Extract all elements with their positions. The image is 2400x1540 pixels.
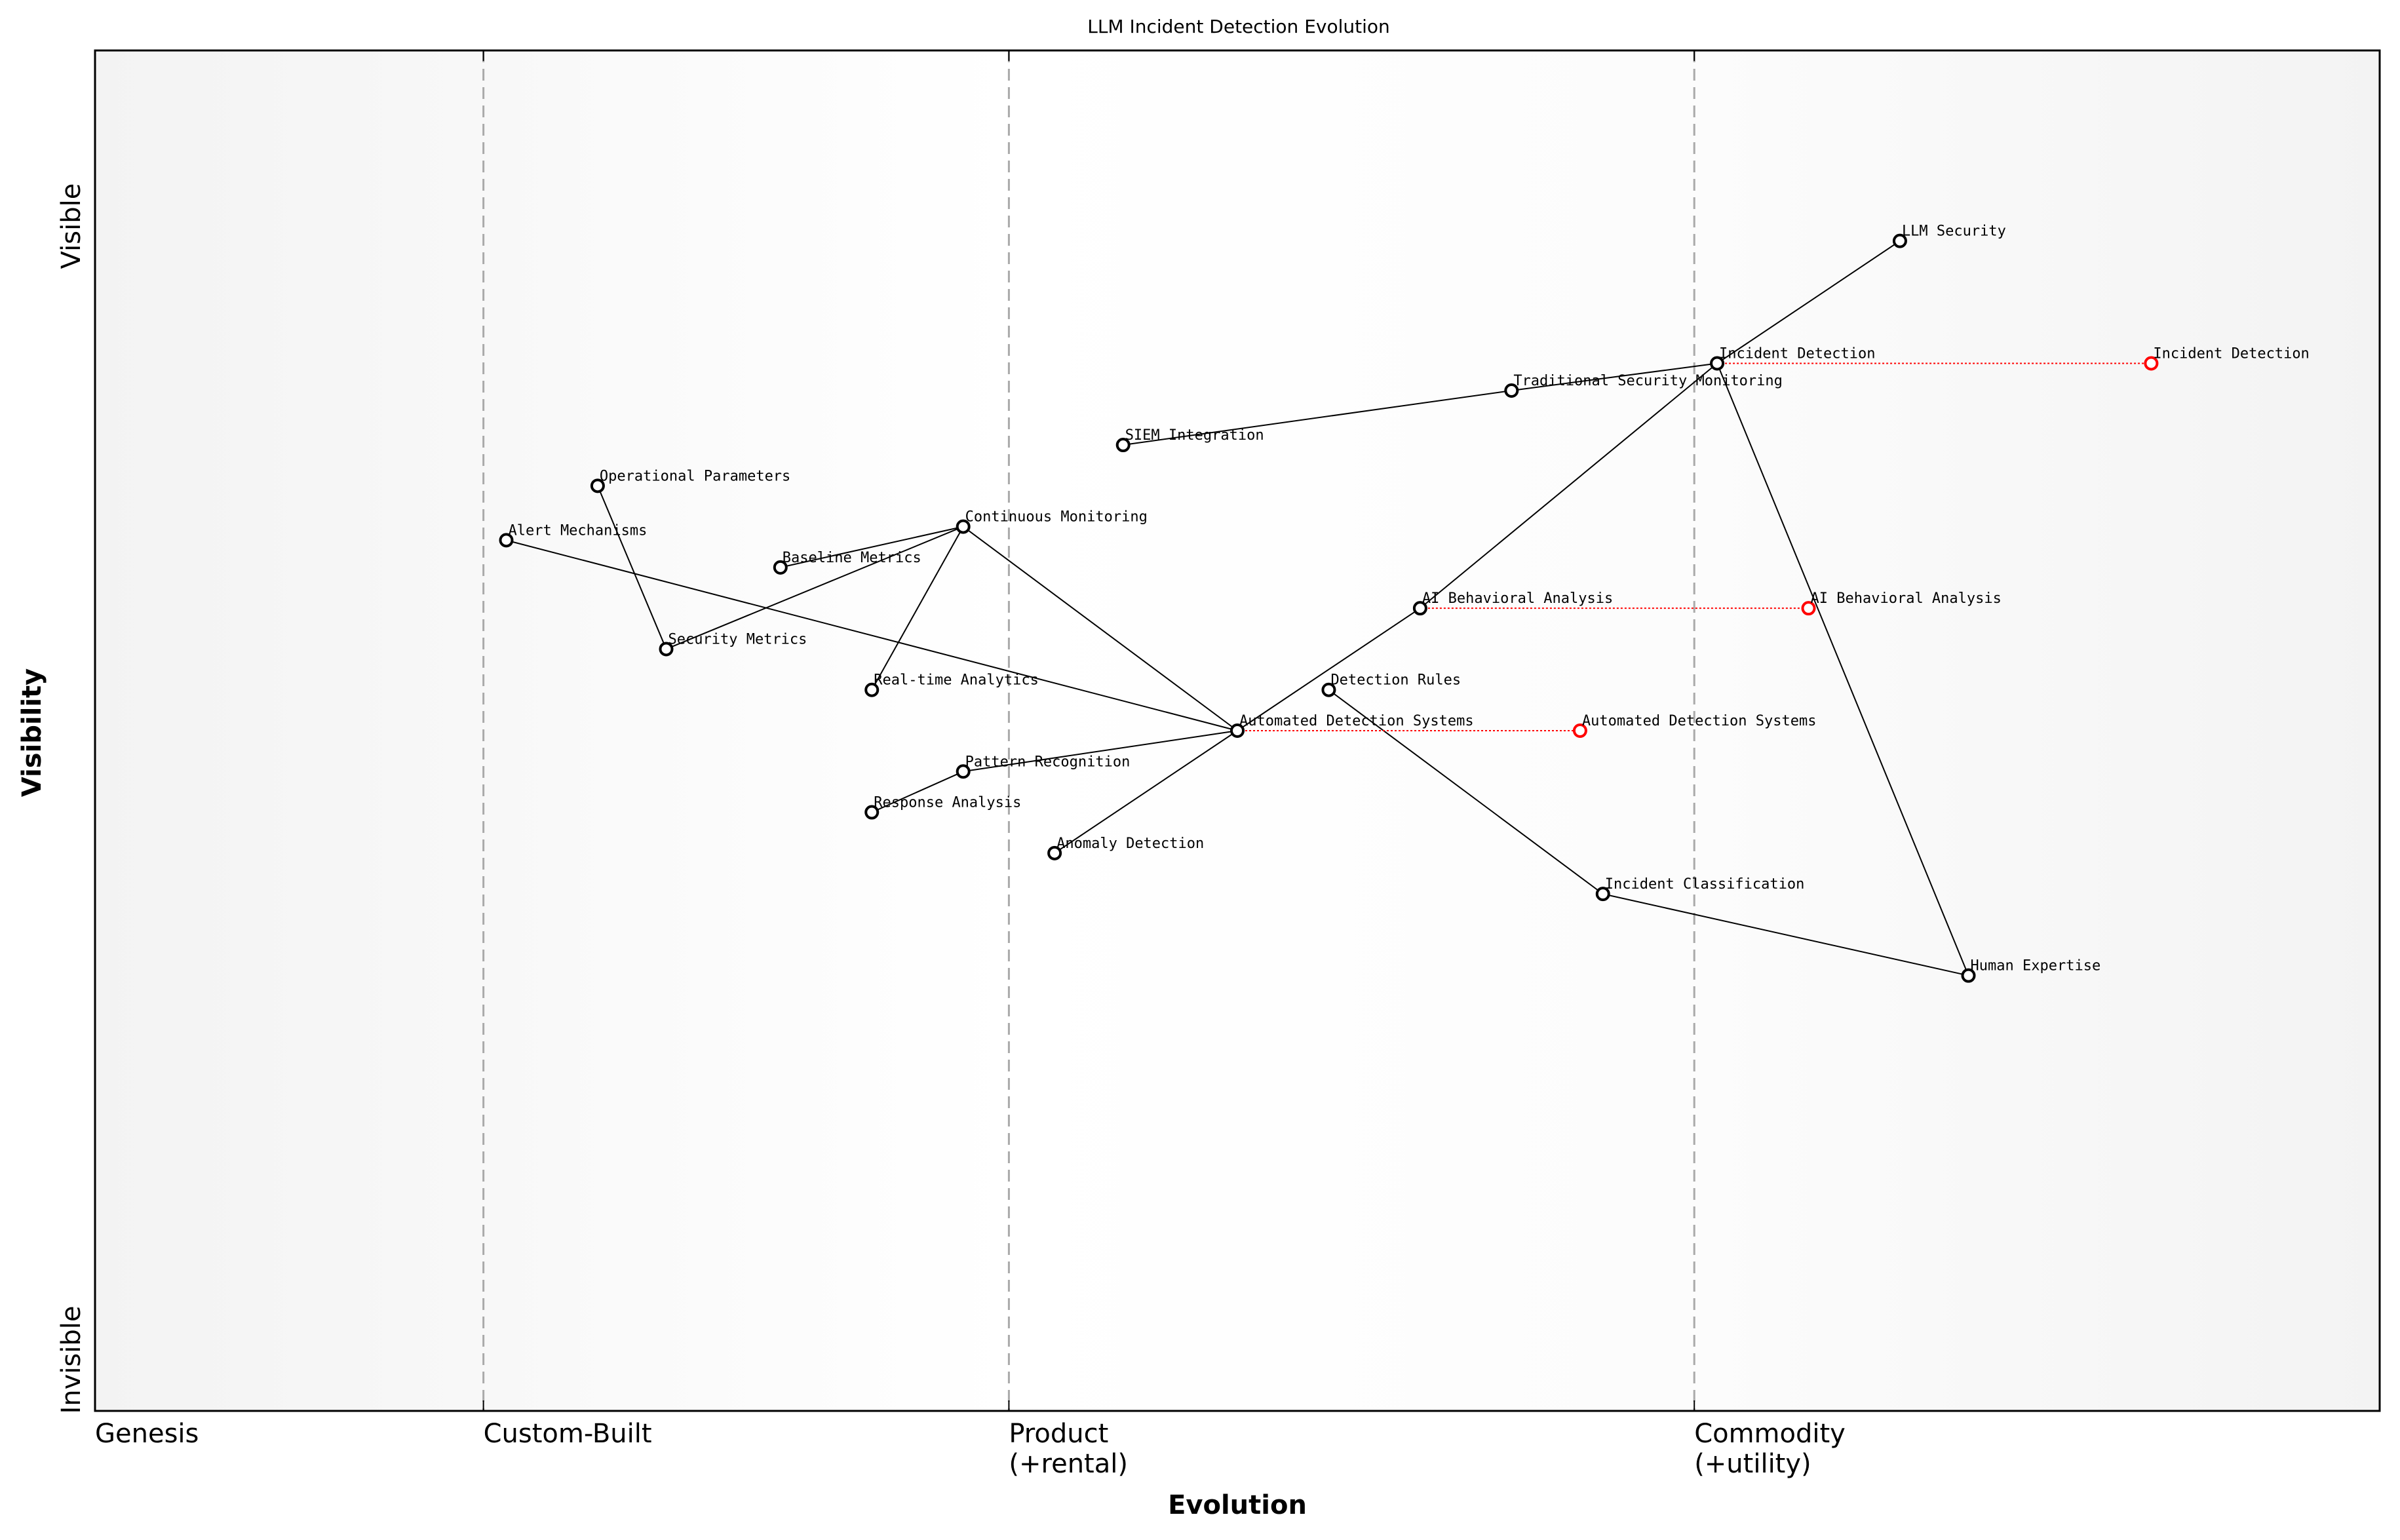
- evolved-component-label: Incident Detection: [2153, 345, 2309, 362]
- component-label: Traditional Security Monitoring: [1513, 373, 1783, 389]
- component-marker[interactable]: [773, 560, 788, 575]
- dependency-link: [1716, 240, 1901, 364]
- component-label: SIEM Integration: [1125, 427, 1264, 444]
- component-marker[interactable]: [864, 682, 880, 697]
- x-axis-title: Evolution: [1168, 1490, 1307, 1520]
- dependency-link: [1602, 893, 1969, 976]
- dependency-link: [1123, 390, 1512, 446]
- evolved-component-marker[interactable]: [2144, 356, 2159, 371]
- component-marker[interactable]: [956, 519, 971, 534]
- dependency-link: [871, 526, 964, 691]
- component-label: Alert Mechanisms: [508, 522, 647, 539]
- dependency-link: [666, 526, 964, 650]
- component-marker[interactable]: [1504, 383, 1519, 398]
- dependency-link: [1237, 607, 1421, 731]
- y-tick-invisible: Invisible: [56, 1306, 87, 1414]
- component-marker[interactable]: [659, 642, 674, 657]
- y-tick-visible: Visible: [56, 183, 87, 269]
- component-marker[interactable]: [956, 764, 971, 779]
- component-marker[interactable]: [1412, 601, 1427, 616]
- chart-title: LLM Incident Detection Evolution: [1087, 16, 1390, 37]
- dependency-link: [1328, 689, 1604, 895]
- component-label: Incident Classification: [1605, 876, 1805, 893]
- component-label: Security Metrics: [668, 631, 807, 647]
- dependency-link: [1511, 362, 1718, 391]
- component-label: Operational Parameters: [600, 468, 790, 484]
- dependency-link: [963, 526, 1238, 731]
- component-label: Incident Detection: [1719, 345, 1875, 362]
- component-marker[interactable]: [1230, 723, 1245, 738]
- component-marker[interactable]: [1321, 682, 1336, 697]
- x-tick-label: Commodity (+utility): [1694, 1419, 1846, 1479]
- component-label: Anomaly Detection: [1056, 836, 1204, 852]
- component-label: Automated Detection Systems: [1239, 713, 1474, 729]
- dependency-link: [871, 771, 964, 813]
- x-tick-label: Product (+rental): [1009, 1419, 1128, 1479]
- component-marker[interactable]: [590, 478, 605, 493]
- component-marker[interactable]: [1961, 968, 1976, 983]
- component-label: Detection Rules: [1330, 672, 1461, 689]
- dependency-link: [1716, 363, 1969, 976]
- evolved-component-marker[interactable]: [1801, 601, 1816, 616]
- x-tick-label: Genesis: [95, 1419, 199, 1449]
- component-marker[interactable]: [864, 805, 880, 820]
- component-label: Pattern Recognition: [965, 754, 1131, 770]
- component-marker[interactable]: [1892, 233, 1907, 248]
- y-axis-title: Visibility: [17, 668, 47, 797]
- dependency-link: [780, 526, 963, 568]
- dependency-link: [1054, 730, 1238, 854]
- evolved-component-label: AI Behavioral Analysis: [1811, 590, 2002, 607]
- plot-frame: [94, 49, 2381, 1412]
- component-marker[interactable]: [1595, 887, 1610, 902]
- component-label: AI Behavioral Analysis: [1422, 590, 1613, 607]
- dependency-link: [596, 485, 667, 649]
- dependency-link: [1420, 362, 1718, 609]
- component-label: LLM Security: [1902, 223, 2006, 240]
- component-label: Baseline Metrics: [783, 550, 921, 566]
- component-label: Real-time Analytics: [874, 672, 1039, 689]
- x-tick-label: Custom-Built: [484, 1419, 652, 1449]
- evolved-component-label: Automated Detection Systems: [1582, 713, 1817, 729]
- component-marker[interactable]: [499, 533, 514, 548]
- dependency-link: [963, 730, 1238, 773]
- component-marker[interactable]: [1710, 356, 1725, 371]
- component-label: Human Expertise: [1971, 958, 2101, 974]
- component-label: Response Analysis: [874, 795, 1021, 811]
- component-marker[interactable]: [1047, 845, 1062, 860]
- dependency-link: [506, 539, 1238, 731]
- evolved-component-marker[interactable]: [1572, 723, 1587, 738]
- component-label: Continuous Monitoring: [965, 509, 1148, 526]
- component-marker[interactable]: [1115, 438, 1131, 453]
